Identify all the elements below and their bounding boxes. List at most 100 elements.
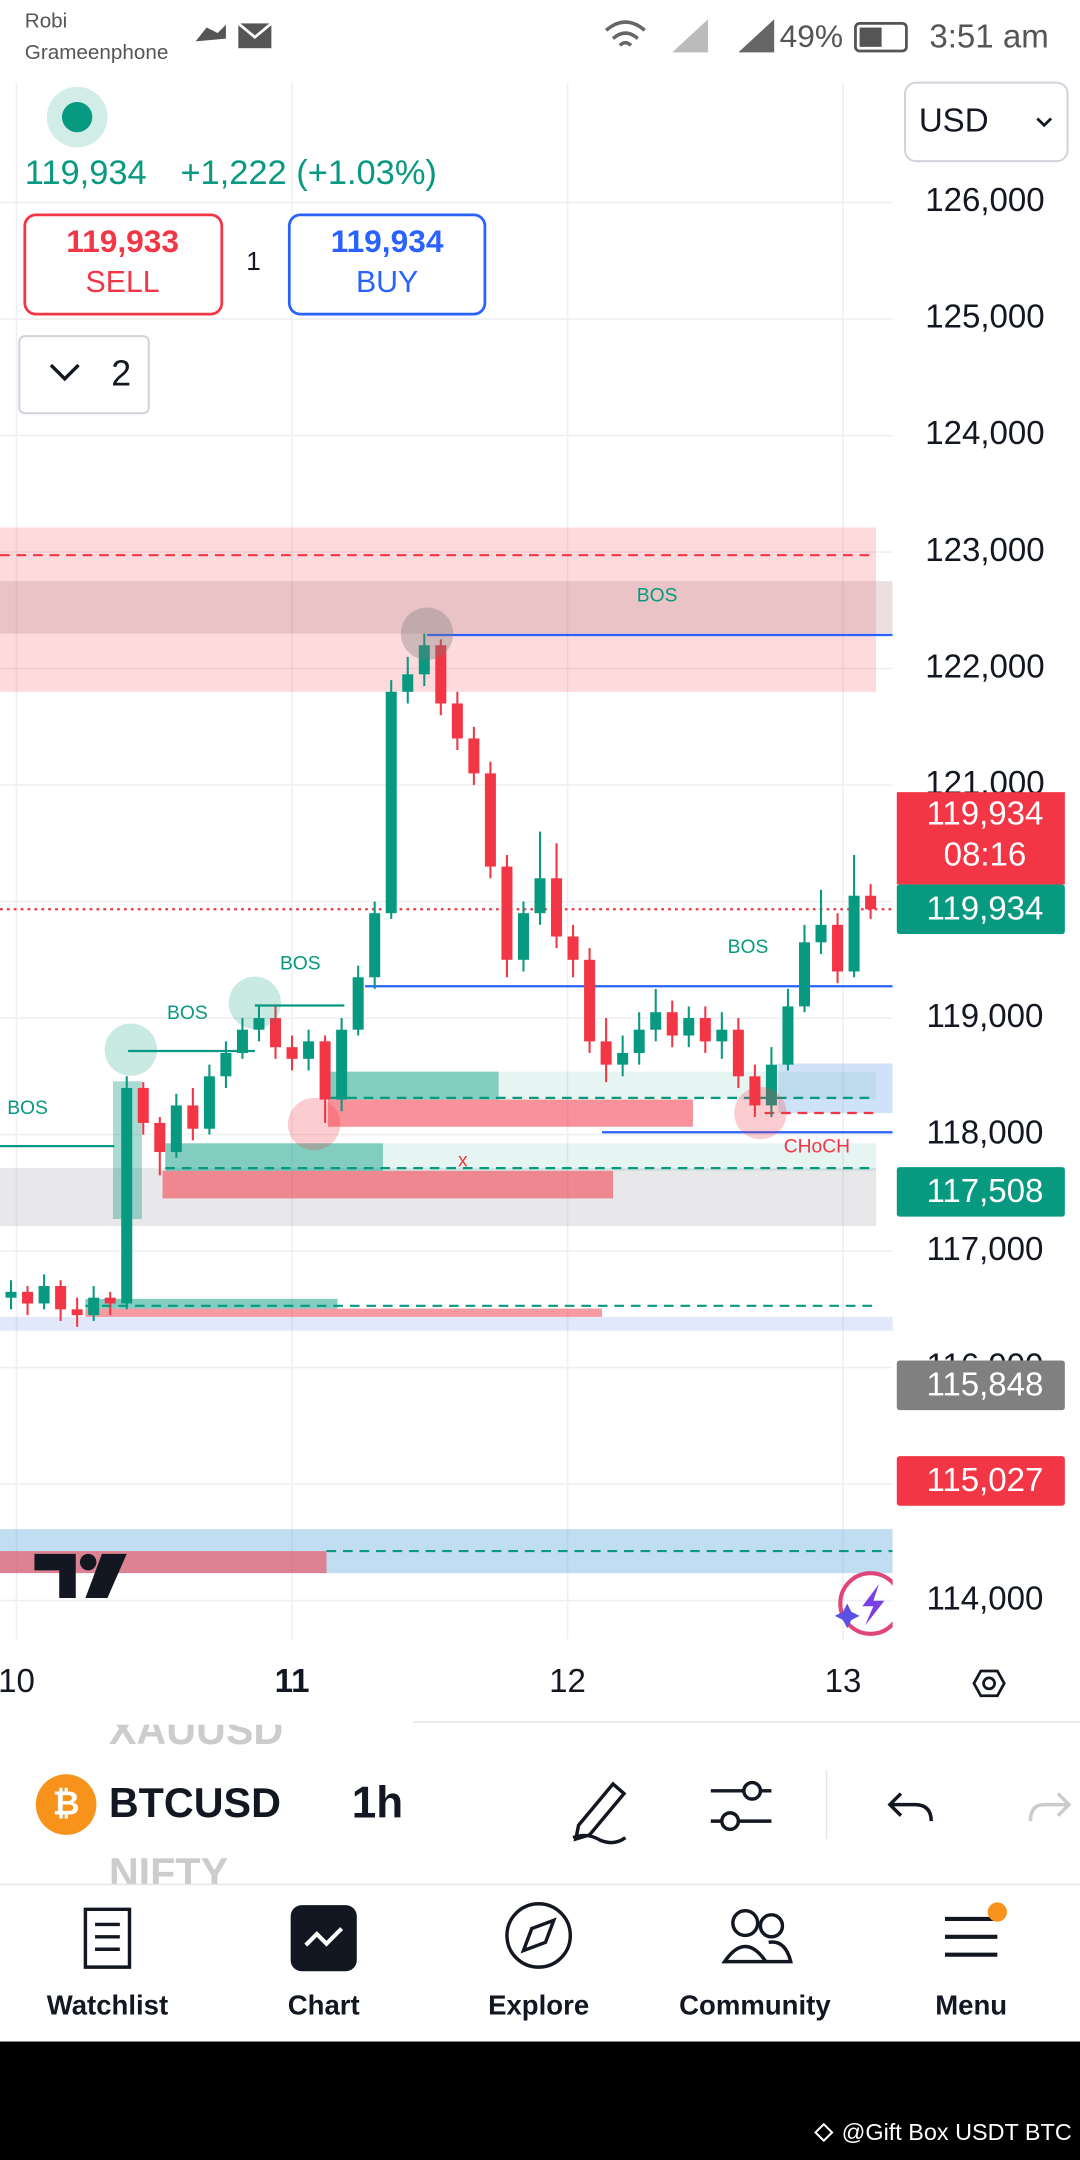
buy-price[interactable]: 119,934 xyxy=(331,223,444,259)
bottom-nav: Watchlist Chart Explore Community Menu xyxy=(47,1902,1007,2020)
sell-label[interactable]: SELL xyxy=(86,266,160,299)
nav-label[interactable]: Menu xyxy=(935,1989,1007,2020)
candle-body xyxy=(798,942,810,1007)
candle-body xyxy=(236,1029,248,1054)
nav-label[interactable]: Explore xyxy=(488,1989,589,2020)
annotation: CHoCH xyxy=(784,1137,850,1158)
indicators[interactable] xyxy=(742,1780,763,1801)
draw-tool[interactable] xyxy=(572,1781,627,1845)
mask xyxy=(0,1708,414,1725)
nav-explore[interactable]: Explore xyxy=(488,1902,589,2021)
currency-box[interactable] xyxy=(904,81,1069,163)
candle-body xyxy=(534,878,546,914)
battery-icon xyxy=(854,22,908,53)
candle-body xyxy=(584,959,596,1042)
candle-body xyxy=(435,645,447,704)
signal-icon xyxy=(738,19,775,53)
chevron[interactable] xyxy=(1036,117,1053,128)
candle-body xyxy=(88,1297,100,1316)
live-indicator xyxy=(61,101,93,133)
chevron[interactable] xyxy=(49,363,80,382)
candle-body xyxy=(501,866,513,960)
assistant-button[interactable] xyxy=(834,1571,901,1636)
candle-body xyxy=(600,1041,612,1065)
zone xyxy=(162,1170,614,1199)
candle-body xyxy=(286,1047,298,1059)
redo[interactable] xyxy=(1028,1792,1072,1822)
settings-button[interactable] xyxy=(972,1669,1006,1698)
candle-body xyxy=(38,1286,50,1304)
candle-body xyxy=(666,1012,678,1036)
watermark: @Gift Box USDT BTC xyxy=(842,2119,1072,2145)
toolbar: XAUUSD ₿ BTCUSD NIFTY 1h xyxy=(0,1707,1072,1902)
wifi-icon xyxy=(605,20,646,47)
status-bar: Robi Grameenphone 49% 3:51 am xyxy=(25,9,1049,64)
indicators[interactable] xyxy=(720,1811,741,1832)
zone xyxy=(327,1099,693,1127)
candle-body xyxy=(567,936,579,960)
candle-body xyxy=(402,674,414,692)
undo[interactable] xyxy=(887,1792,933,1822)
zone xyxy=(498,1071,877,1100)
x-tick-label: 12 xyxy=(549,1663,586,1700)
candle-body xyxy=(418,645,430,675)
y-tick-label: 125,000 xyxy=(925,299,1044,336)
candle-body xyxy=(352,977,364,1030)
pivot-marker xyxy=(400,607,454,660)
candle-body xyxy=(832,924,844,972)
nav-label[interactable]: Chart xyxy=(288,1989,360,2020)
price-tag xyxy=(896,1456,1065,1506)
layers-count[interactable]: 2 xyxy=(111,354,131,394)
price-tag-label: 115,027 xyxy=(926,1462,1043,1499)
nav-label[interactable]: Watchlist xyxy=(47,1989,168,2020)
symbol[interactable]: BTCUSD xyxy=(109,1780,281,1826)
layers-toggle[interactable]: 2 xyxy=(18,335,150,415)
price-tags: 119,934 08:16 119,934 117,508 115,848 115,027 xyxy=(896,792,1065,1506)
price-tag-label: 119,934 xyxy=(926,890,1043,927)
buy-button[interactable]: 119,934 BUY xyxy=(287,213,487,316)
candle-body xyxy=(848,895,860,972)
nav-community[interactable]: Community xyxy=(679,1908,831,2021)
nav-label[interactable]: Community xyxy=(679,1989,831,2020)
tv-logo xyxy=(34,1553,127,1598)
candle-body xyxy=(187,1105,199,1129)
candle-body xyxy=(55,1286,67,1310)
annotation: BOS xyxy=(7,1098,48,1119)
nav-menu[interactable]: Menu xyxy=(935,1902,1007,2020)
zone xyxy=(382,1143,877,1171)
candle-body xyxy=(5,1291,17,1298)
sell-button[interactable]: 119,933 SELL xyxy=(23,213,224,316)
levels xyxy=(0,554,893,1553)
currency-select[interactable]: USD xyxy=(904,81,1069,163)
y-tick-label: 117,000 xyxy=(926,1231,1043,1268)
sell-price[interactable]: 119,933 xyxy=(66,223,179,259)
sell-button-box[interactable] xyxy=(23,213,224,316)
pivot-marker xyxy=(287,1097,341,1151)
candles xyxy=(5,633,877,1327)
buy-label[interactable]: BUY xyxy=(356,266,418,299)
candle-body xyxy=(484,773,496,867)
zone xyxy=(330,1071,499,1100)
annotation: BOS xyxy=(728,937,769,958)
currency[interactable]: USD xyxy=(919,102,989,139)
nav-chart[interactable]: Chart xyxy=(288,1905,360,2020)
battery-icon xyxy=(859,27,882,47)
layers-box[interactable] xyxy=(18,335,150,415)
icon xyxy=(195,24,226,42)
candle-body xyxy=(253,1018,265,1030)
nav-watchlist[interactable]: Watchlist xyxy=(47,1907,168,2020)
price-tag xyxy=(896,792,1065,885)
interval[interactable]: 1h xyxy=(352,1779,403,1828)
zone xyxy=(85,1298,338,1309)
candle-body xyxy=(782,1006,794,1065)
buy-button-box[interactable] xyxy=(287,213,487,316)
pivot-marker xyxy=(104,1023,158,1076)
y-tick-label: 122,000 xyxy=(925,648,1044,685)
annotation: BOS xyxy=(280,953,321,974)
pivot-marker xyxy=(734,1086,787,1140)
zone xyxy=(85,1308,602,1317)
candle-body xyxy=(451,703,463,739)
price-tag xyxy=(896,1360,1065,1411)
price-tag-label: 117,508 xyxy=(926,1173,1043,1210)
